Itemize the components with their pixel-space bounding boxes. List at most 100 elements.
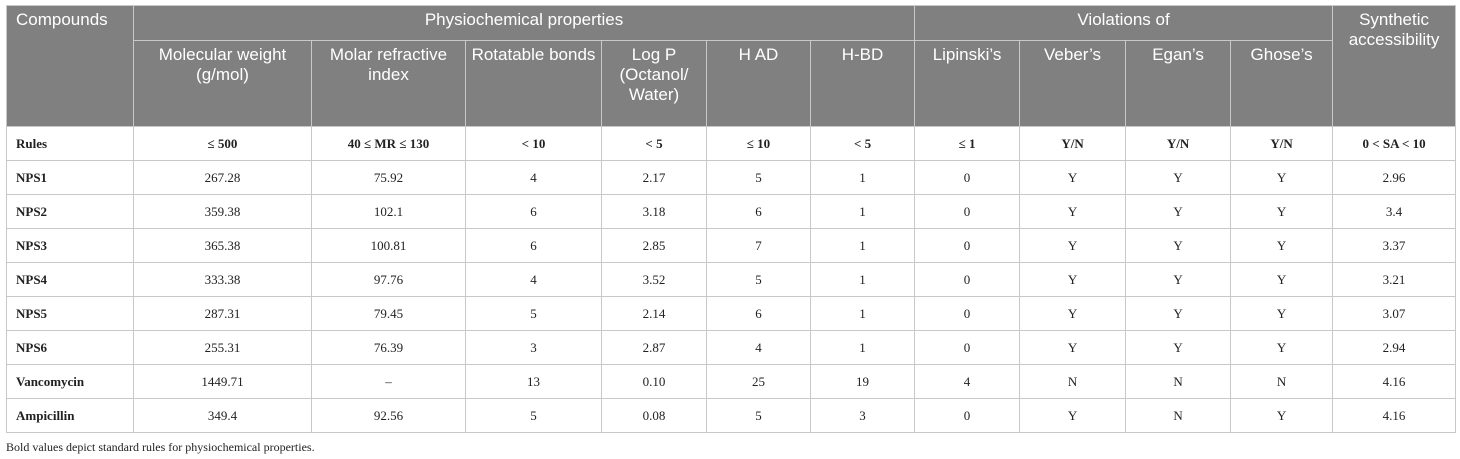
table-cell: 0.10 bbox=[602, 365, 707, 399]
table-cell: 6 bbox=[466, 229, 602, 263]
table-cell: 1 bbox=[811, 297, 915, 331]
table-cell: < 5 bbox=[602, 127, 707, 161]
properties-table-container: Compounds Physiochemical properties Viol… bbox=[6, 5, 1455, 433]
row-label-cell: Vancomycin bbox=[7, 365, 134, 399]
table-cell: 6 bbox=[707, 195, 811, 229]
table-cell: N bbox=[1020, 365, 1126, 399]
table-cell: 3.18 bbox=[602, 195, 707, 229]
rules-row: Rules ≤ 500 40 ≤ MR ≤ 130 < 10 < 5 ≤ 10 < 5 ≤ 1… bbox=[7, 127, 1456, 161]
table-cell: 2.94 bbox=[1333, 331, 1456, 365]
table-cell: 5 bbox=[707, 263, 811, 297]
table-cell: Y/N bbox=[1126, 127, 1231, 161]
table-cell: Y bbox=[1020, 297, 1126, 331]
row-label-cell: NPS6 bbox=[7, 331, 134, 365]
table-cell: 287.31 bbox=[134, 297, 312, 331]
table-cell: < 10 bbox=[466, 127, 602, 161]
table-cell: 75.92 bbox=[312, 161, 466, 195]
column-header: Molar refractive index bbox=[312, 41, 466, 127]
table-cell: 0 bbox=[915, 331, 1020, 365]
table-cell: 0 bbox=[915, 263, 1020, 297]
table-cell: 0 bbox=[915, 229, 1020, 263]
table-cell: 1 bbox=[811, 195, 915, 229]
table-cell: 3 bbox=[466, 331, 602, 365]
table-cell: 79.45 bbox=[312, 297, 466, 331]
table-cell: 19 bbox=[811, 365, 915, 399]
row-label-cell: NPS3 bbox=[7, 229, 134, 263]
row-label-cell: NPS4 bbox=[7, 263, 134, 297]
row-label-cell: Rules bbox=[7, 127, 134, 161]
table-cell: N bbox=[1126, 365, 1231, 399]
column-header: Lipinski’s bbox=[915, 41, 1020, 127]
table-cell: Y bbox=[1020, 229, 1126, 263]
table-cell: 1 bbox=[811, 229, 915, 263]
table-cell: 255.31 bbox=[134, 331, 312, 365]
table-cell: Y bbox=[1126, 263, 1231, 297]
row-label-cell: NPS5 bbox=[7, 297, 134, 331]
table-cell: 0 bbox=[915, 161, 1020, 195]
table-cell: Y bbox=[1126, 229, 1231, 263]
row-label-cell: NPS2 bbox=[7, 195, 134, 229]
table-cell: Y bbox=[1020, 263, 1126, 297]
table-cell: Y bbox=[1231, 331, 1333, 365]
table-cell: 2.14 bbox=[602, 297, 707, 331]
table-cell: 4.16 bbox=[1333, 365, 1456, 399]
table-cell: Y bbox=[1231, 297, 1333, 331]
header-compounds: Compounds bbox=[7, 6, 134, 127]
table-cell: 13 bbox=[466, 365, 602, 399]
header-physiochemical-properties: Physiochemical properties bbox=[134, 6, 915, 41]
table-row: NPS2 359.38 102.1 6 3.18 6 1 0 Y Y Y 3.4 bbox=[7, 195, 1456, 229]
table-cell: 2.87 bbox=[602, 331, 707, 365]
table-cell: 3 bbox=[811, 399, 915, 433]
table-cell: 6 bbox=[707, 297, 811, 331]
table-cell: 333.38 bbox=[134, 263, 312, 297]
table-cell: 6 bbox=[466, 195, 602, 229]
table-cell: 5 bbox=[466, 297, 602, 331]
table-cell: 0 < SA < 10 bbox=[1333, 127, 1456, 161]
table-cell: 97.76 bbox=[312, 263, 466, 297]
table-row: Vancomycin 1449.71–13 0.10 25 19 4 N N N 4.16 bbox=[7, 365, 1456, 399]
table-cell: 4 bbox=[915, 365, 1020, 399]
table-cell: Y bbox=[1231, 161, 1333, 195]
table-cell: 1449.71 bbox=[134, 365, 312, 399]
table-cell: – bbox=[312, 365, 466, 399]
table-row: NPS4 333.38 97.76 4 3.52 5 1 0 Y Y Y 3.21 bbox=[7, 263, 1456, 297]
column-header: H AD bbox=[707, 41, 811, 127]
table-footnote: Bold values depict standard rules for ph… bbox=[6, 440, 315, 455]
column-header: Egan’s bbox=[1126, 41, 1231, 127]
table-cell: Y bbox=[1126, 297, 1231, 331]
table-row: NPS6 255.31 76.39 3 2.87 4 1 0 Y Y Y 2.94 bbox=[7, 331, 1456, 365]
column-header: Molecular weight (g/mol) bbox=[134, 41, 312, 127]
table-cell: N bbox=[1231, 365, 1333, 399]
table-cell: 2.85 bbox=[602, 229, 707, 263]
table-cell: 7 bbox=[707, 229, 811, 263]
column-header: Log P (Octanol/ Water) bbox=[602, 41, 707, 127]
table-cell: Y bbox=[1020, 161, 1126, 195]
table-cell: 267.28 bbox=[134, 161, 312, 195]
table-cell: 3.4 bbox=[1333, 195, 1456, 229]
table-cell: 3.52 bbox=[602, 263, 707, 297]
table-cell: N bbox=[1126, 399, 1231, 433]
table-cell: 4 bbox=[707, 331, 811, 365]
table-row: Ampicillin 349.4 92.56 5 0.08 5 3 0 Y N Y 4.16 bbox=[7, 399, 1456, 433]
table-cell: Y bbox=[1126, 331, 1231, 365]
table-row: NPS3 365.38 100.81 6 2.85 7 1 0 Y Y Y 3.37 bbox=[7, 229, 1456, 263]
table-cell: Y bbox=[1231, 195, 1333, 229]
table-row: NPS5 287.31 79.45 5 2.14 6 1 0 Y Y Y 3.07 bbox=[7, 297, 1456, 331]
table-cell: ≤ 10 bbox=[707, 127, 811, 161]
table-cell: 0.08 bbox=[602, 399, 707, 433]
table-cell: 3.07 bbox=[1333, 297, 1456, 331]
table-cell: 359.38 bbox=[134, 195, 312, 229]
table-row: NPS1 267.28 75.92 4 2.17 5 1 0 Y Y Y 2.96 bbox=[7, 161, 1456, 195]
table-cell: Y/N bbox=[1020, 127, 1126, 161]
table-cell: Y bbox=[1020, 195, 1126, 229]
header-violations-of: Violations of bbox=[915, 6, 1333, 41]
column-header: Ghose’s bbox=[1231, 41, 1333, 127]
table-cell: Y bbox=[1231, 399, 1333, 433]
table-cell: 1 bbox=[811, 263, 915, 297]
column-header: Veber’s bbox=[1020, 41, 1126, 127]
table-cell: 0 bbox=[915, 195, 1020, 229]
table-cell: 40 ≤ MR ≤ 130 bbox=[312, 127, 466, 161]
table-cell: 3.21 bbox=[1333, 263, 1456, 297]
table-body: Rules ≤ 500 40 ≤ MR ≤ 130 < 10 < 5 ≤ 10 < 5 ≤ 1… bbox=[7, 127, 1456, 433]
table-cell: 5 bbox=[707, 399, 811, 433]
